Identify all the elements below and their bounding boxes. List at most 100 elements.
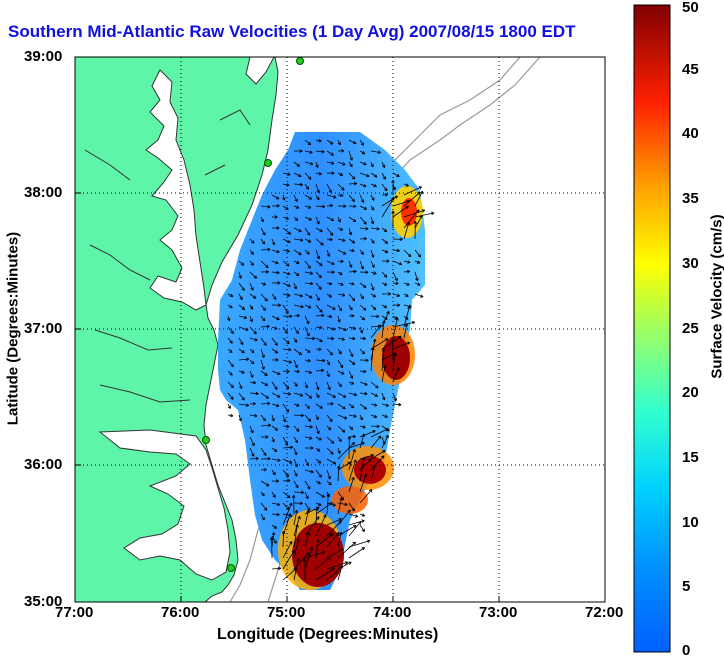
velocity-arrow-head	[294, 365, 298, 369]
velocity-arrow	[304, 249, 310, 255]
velocity-arrow-head	[309, 217, 312, 221]
velocity-arrow	[260, 414, 266, 422]
velocity-arrow-head	[252, 401, 256, 404]
velocity-arrow	[238, 414, 242, 422]
velocity-arrow-head	[337, 142, 341, 146]
velocity-arrow-head	[286, 426, 290, 429]
velocity-arrow-head	[341, 548, 344, 552]
velocity-arrow-head	[318, 140, 322, 143]
velocity-arrow	[315, 326, 323, 329]
velocity-arrow	[337, 565, 343, 581]
velocity-arrow	[381, 282, 388, 286]
velocity-arrow	[315, 469, 322, 478]
velocity-arrow-head	[267, 401, 271, 404]
velocity-arrow	[227, 315, 230, 321]
velocity-arrow	[381, 414, 388, 418]
colorbar-tick-label: 40	[682, 125, 699, 143]
velocity-arrow-head	[326, 362, 330, 366]
velocity-arrow-head	[339, 450, 341, 454]
velocity-arrow	[260, 403, 270, 405]
velocity-arrow	[337, 315, 341, 323]
velocity-arrow	[392, 172, 400, 177]
velocity-arrow	[304, 183, 309, 190]
velocity-arrow-head	[230, 349, 233, 353]
velocity-arrow	[359, 348, 365, 355]
velocity-arrow	[403, 260, 411, 263]
velocity-arrow-head	[363, 473, 367, 477]
velocity-arrow-head	[331, 217, 335, 221]
velocity-arrow-head	[338, 439, 342, 442]
velocity-arrow-head	[337, 451, 341, 454]
velocity-arrow-head	[351, 477, 354, 480]
velocity-arrow-head	[319, 502, 322, 506]
velocity-arrow	[271, 315, 280, 320]
velocity-arrow-head	[351, 284, 355, 286]
velocity-arrow-head	[369, 458, 372, 463]
velocity-arrow-head	[240, 342, 244, 346]
velocity-arrow-head	[371, 287, 374, 291]
velocity-arrow	[304, 532, 310, 548]
velocity-arrow	[370, 450, 386, 460]
velocity-arrow-head	[309, 436, 313, 439]
velocity-arrow-head	[307, 487, 311, 490]
velocity-arrow-head	[266, 395, 269, 399]
velocity-arrow	[348, 521, 362, 537]
y-axis-label: Latitude (Degrees:Minutes)	[4, 231, 22, 426]
velocity-arrow	[326, 304, 336, 310]
velocity-arrow-head	[282, 419, 286, 423]
velocity-arrow-head	[306, 253, 310, 255]
velocity-arrow-head	[362, 442, 365, 446]
velocity-arrow	[348, 370, 353, 379]
velocity-arrow-head	[287, 393, 291, 396]
velocity-arrow	[282, 414, 286, 423]
velocity-arrow-head	[364, 206, 367, 210]
velocity-arrow-head	[349, 561, 352, 565]
velocity-arrow-head	[286, 251, 290, 253]
velocity-arrow	[260, 293, 268, 302]
velocity-arrow-head	[240, 264, 244, 266]
velocity-arrow-head	[391, 197, 395, 200]
velocity-arrow	[392, 321, 415, 328]
velocity-arrow-head	[353, 240, 356, 244]
velocity-arrow	[304, 271, 313, 274]
velocity-arrow-head	[360, 266, 364, 270]
velocity-arrow-head	[322, 550, 326, 553]
velocity-arrow-head	[329, 481, 332, 486]
velocity-arrow-head	[329, 476, 331, 480]
velocity-arrow-head	[362, 309, 366, 311]
velocity-arrow	[304, 172, 312, 180]
velocity-arrow-head	[386, 240, 389, 244]
velocity-arrow-head	[318, 189, 320, 193]
velocity-arrow-head	[404, 323, 408, 327]
velocity-arrow-head	[329, 314, 333, 318]
velocity-arrow	[359, 183, 367, 187]
velocity-arrow-head	[310, 446, 314, 449]
velocity-arrow	[370, 455, 385, 471]
velocity-arrow-head	[227, 318, 230, 322]
velocity-arrow-head	[330, 442, 334, 444]
x-tick-label: 75:00	[267, 604, 306, 621]
velocity-arrow-head	[329, 233, 333, 236]
velocity-arrow-head	[278, 566, 282, 569]
velocity-arrow-head	[278, 304, 281, 307]
velocity-arrow-head	[361, 318, 365, 321]
velocity-arrow-head	[288, 362, 292, 364]
velocity-arrow	[293, 403, 300, 407]
velocity-arrow-head	[251, 318, 253, 322]
velocity-arrow	[282, 194, 285, 201]
velocity-arrow-head	[327, 428, 332, 431]
velocity-arrow-head	[406, 205, 409, 209]
velocity-arrow-head	[367, 458, 372, 461]
velocity-arrow	[293, 249, 302, 256]
velocity-arrow-head	[349, 165, 353, 168]
velocity-arrow-head	[349, 157, 353, 161]
velocity-arrow-head	[241, 398, 245, 401]
velocity-arrow	[370, 282, 374, 291]
velocity-arrow-head	[299, 182, 303, 186]
velocity-arrow-head	[240, 275, 242, 279]
velocity-arrow-head	[320, 262, 323, 266]
velocity-arrow-head	[309, 196, 313, 200]
velocity-arrow-head	[321, 313, 325, 316]
y-tick-label: 38:00	[24, 184, 63, 201]
velocity-arrow-head	[391, 180, 394, 183]
